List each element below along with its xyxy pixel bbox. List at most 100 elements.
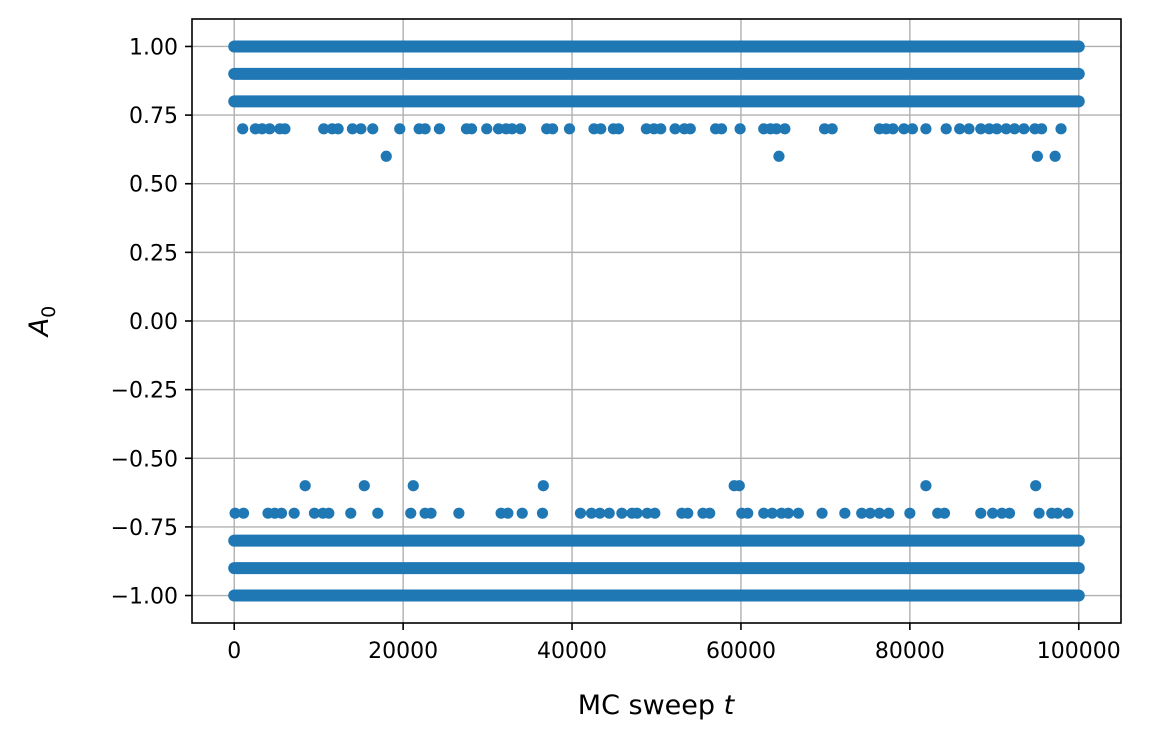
scatter-point — [595, 123, 607, 135]
x-tick-label: 80000 — [875, 639, 945, 664]
scatter-point — [1033, 507, 1045, 519]
scatter-point — [864, 507, 876, 519]
x-tick-label: 100000 — [1037, 639, 1121, 664]
scatter-point — [481, 123, 493, 135]
scatter-point — [355, 123, 367, 135]
scatter-point — [782, 507, 794, 519]
scatter-point — [733, 480, 745, 492]
scatter-point — [649, 507, 661, 519]
scatter-point — [1031, 150, 1043, 162]
scatter-point — [940, 123, 952, 135]
y-tick-label: 0.00 — [129, 310, 178, 335]
scatter-point — [367, 123, 379, 135]
scatter-point — [594, 507, 606, 519]
y-axis-label: A0 — [24, 306, 60, 339]
scatter-point — [405, 507, 417, 519]
scatter-point — [425, 507, 437, 519]
scatter-point — [920, 123, 932, 135]
scatter-point — [715, 123, 728, 135]
scatter-point — [318, 123, 330, 135]
scatter-point — [631, 507, 643, 519]
scatter-point — [1003, 507, 1016, 519]
scatter-point — [465, 123, 478, 135]
y-tick-label: 0.25 — [129, 241, 178, 266]
scatter-point — [816, 507, 828, 519]
scatter-point — [419, 123, 431, 135]
scatter-point — [873, 507, 886, 519]
scatter-point — [506, 123, 518, 135]
scatter-point — [734, 123, 746, 135]
scatter-point — [585, 507, 598, 519]
scatter-point — [453, 507, 465, 519]
scatter-point — [1030, 480, 1042, 492]
scatter-point — [792, 507, 804, 519]
scatter-point — [682, 507, 694, 519]
scatter-point — [345, 507, 357, 519]
scatter-point — [991, 123, 1003, 135]
scatter-point — [770, 123, 783, 135]
x-axis-label: MC sweep t — [578, 690, 736, 721]
scatter-point — [323, 507, 335, 519]
y-tick-label: 1.00 — [129, 35, 178, 60]
scatter-point — [229, 507, 241, 519]
scatter-point — [1008, 123, 1021, 135]
dense-bands — [228, 40, 1085, 602]
scatter-point — [563, 123, 576, 135]
y-tick-label: −0.50 — [111, 447, 178, 472]
scatter-point — [655, 123, 667, 135]
scatter-point — [773, 150, 785, 162]
scatter-point — [358, 480, 370, 492]
scatter-point — [1055, 123, 1067, 135]
scatter-point — [883, 507, 895, 519]
scatter-point — [920, 480, 932, 492]
scatter-point — [975, 123, 987, 135]
scatter-point — [332, 123, 344, 135]
y-tick-label: −0.75 — [111, 516, 178, 541]
x-tick-label: 0 — [227, 639, 241, 664]
scatter-point — [612, 123, 625, 135]
scatter-point — [1052, 507, 1064, 519]
scatter-point — [1018, 123, 1030, 135]
scatter-point — [1049, 150, 1061, 162]
scatter-point — [975, 507, 987, 519]
scatter-point — [516, 507, 528, 519]
grid — [192, 19, 1121, 623]
y-tick-label: −1.00 — [111, 585, 178, 610]
x-tick-label: 40000 — [537, 639, 607, 664]
scatter-point — [299, 480, 311, 492]
x-tick-label: 20000 — [368, 639, 438, 664]
scatter-point — [758, 507, 770, 519]
scatter-point — [938, 507, 951, 519]
scatter-point — [779, 123, 791, 135]
y-axis-label-subscript: 0 — [38, 306, 60, 318]
scatter-point — [704, 507, 716, 519]
scatter-point — [264, 123, 276, 135]
x-axis-label-text: MC sweep — [578, 690, 715, 721]
scatter-point — [906, 123, 918, 135]
scatter-point — [394, 123, 406, 135]
scatter-point — [433, 123, 446, 135]
scatter-point — [963, 123, 975, 135]
scatter-point — [372, 507, 384, 519]
scatter-point — [308, 507, 321, 519]
scatter-point — [547, 123, 559, 135]
x-tick-label: 60000 — [706, 639, 776, 664]
scatter-point — [856, 507, 868, 519]
scatter-point — [616, 507, 628, 519]
scatter-point — [380, 150, 392, 162]
scatter-points — [229, 123, 1074, 519]
scatter-point — [237, 123, 249, 135]
scatter-point — [237, 507, 250, 519]
scatter-point — [766, 507, 778, 519]
scatter-point — [275, 507, 288, 519]
scatter-point — [537, 480, 549, 492]
scatter-point — [407, 480, 419, 492]
scatter-point — [279, 123, 291, 135]
scatter-point — [288, 507, 300, 519]
scatter-point — [574, 507, 587, 519]
scatter-point — [1036, 123, 1048, 135]
scatter-point — [742, 507, 754, 519]
y-axis-label-text: A — [24, 318, 55, 338]
scatter-point — [514, 123, 527, 135]
